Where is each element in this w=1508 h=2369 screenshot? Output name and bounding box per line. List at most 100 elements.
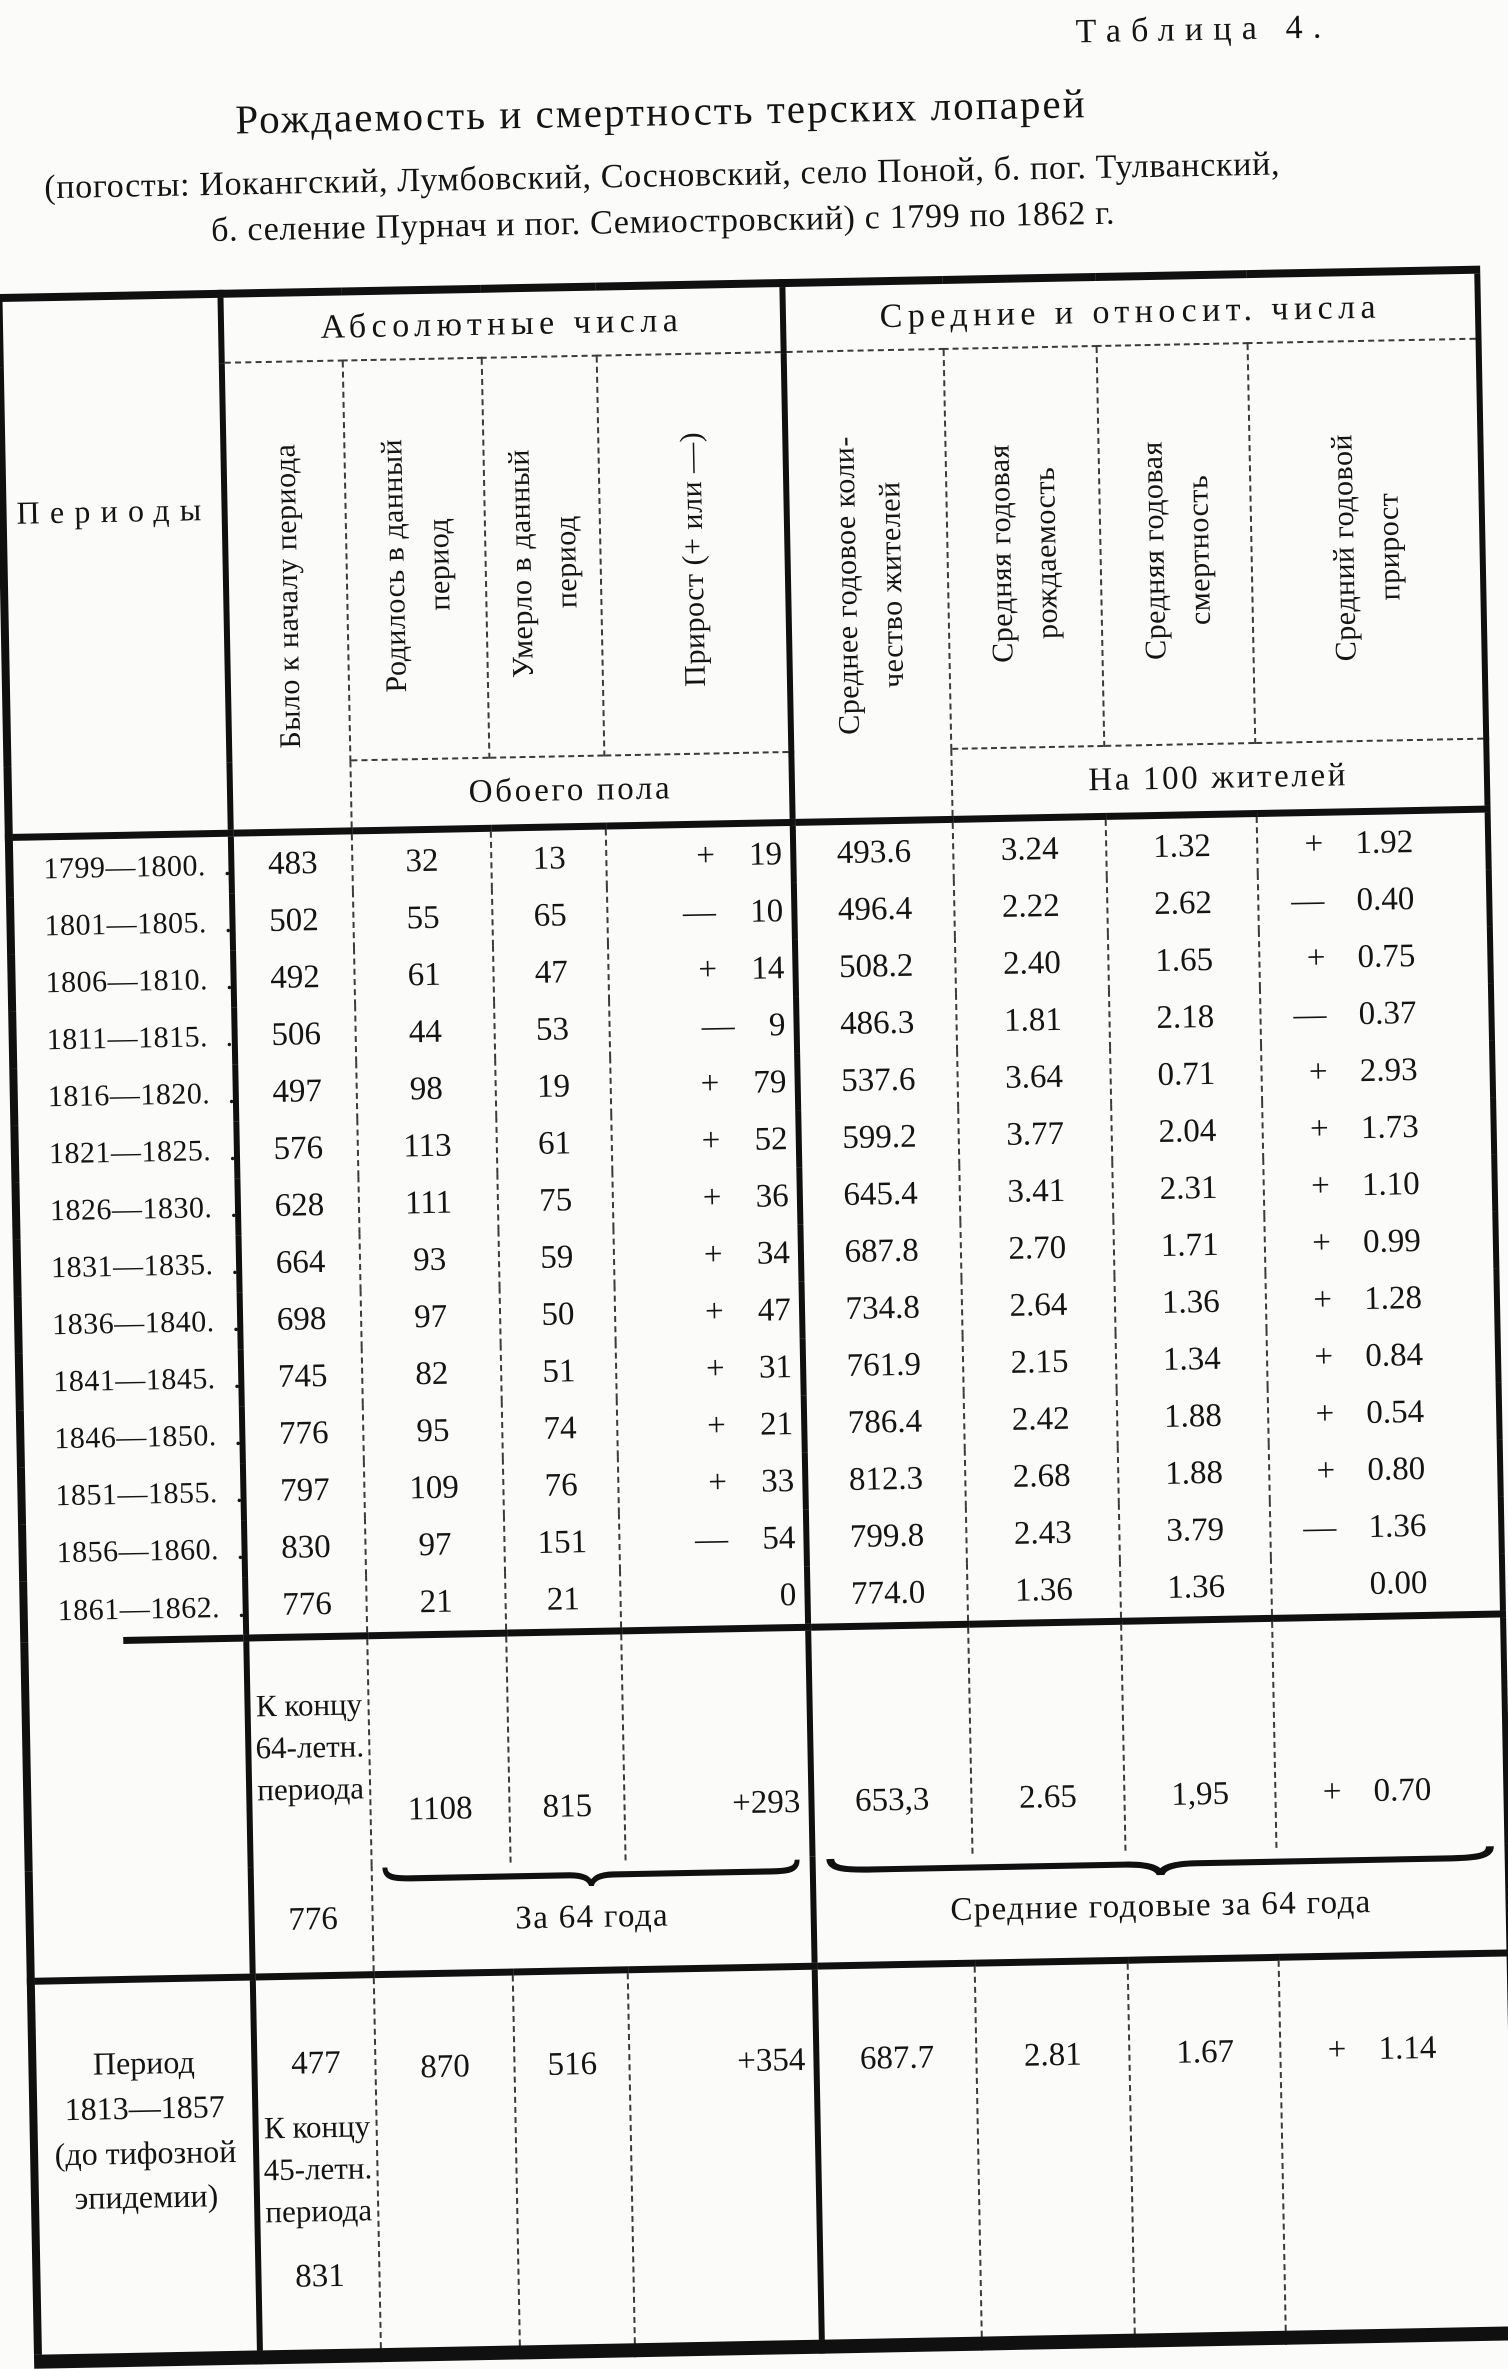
cell-value: 53 (494, 1000, 611, 1060)
dot-leader: . . (198, 906, 233, 939)
cell-empty (29, 1868, 253, 1982)
scanned-page: Таблица 4. Рождаемость и смертность терс… (0, 5, 1508, 2369)
cell-value: 786.4 (803, 1392, 965, 1453)
sub-header-per-100: На 100 жителей (950, 738, 1488, 820)
cell-value: 2.22 (953, 876, 1109, 937)
period-label: 1856—1860 (56, 1532, 212, 1569)
col-header-avg-pop: Среднее годовое коли- чество жителей (783, 348, 953, 823)
dot-leader: . . (197, 849, 232, 882)
cell-period: 1836—1840. . (18, 1293, 241, 1354)
cell-value: 2.43 (965, 1503, 1121, 1564)
cell-value: + 2.93 (1261, 1040, 1494, 1102)
cell-empty (24, 1634, 250, 1872)
cell-value: 599.2 (798, 1107, 959, 1168)
cell-value: 687.8 (800, 1221, 962, 1282)
cell-value: 483 (230, 830, 354, 894)
cell-death-rate-1813: 1.67 (1127, 1957, 1287, 2341)
cell-value: 61 (354, 945, 495, 1006)
period-flex: 1841—1845. . (23, 1361, 241, 1399)
col-header-born-label: Родилось в данный период (374, 438, 457, 693)
cell-value: 97 (360, 1287, 501, 1348)
cell-value: 830 (243, 1518, 367, 1578)
period-label: 1811—1815 (46, 1019, 201, 1056)
col-header-death-rate: Средняя годовая смертность (1096, 343, 1256, 746)
period-label: 1831—1835 (50, 1247, 206, 1284)
dot-leader: . . (210, 1533, 245, 1566)
cell-period: 1861—1862. . (23, 1578, 246, 1643)
cell-value: 3.41 (958, 1161, 1114, 1222)
cell-value: — 9 (609, 996, 797, 1058)
cell-value: 734.8 (801, 1278, 963, 1339)
caption-64-years-label: За 64 года (514, 1897, 670, 1937)
period-flex: 1826—1830. . (20, 1190, 238, 1228)
cell-value: 761.9 (802, 1335, 964, 1396)
period-label: 1846—1850 (54, 1418, 210, 1455)
cell-value: 44 (355, 1002, 496, 1063)
cell-period: 1806—1810. . (11, 951, 234, 1012)
cell-born-64: 1108 (367, 1633, 511, 1866)
cell-value: 59 (498, 1228, 616, 1288)
rule-stub (122, 1634, 244, 1644)
period-label: 1826—1830 (49, 1190, 205, 1227)
cell-value: 1.88 (1116, 1386, 1269, 1447)
cell-value: 508.2 (794, 936, 956, 997)
cell-value: — 54 (619, 1509, 807, 1571)
cell-value: + 1.28 (1265, 1268, 1498, 1330)
cell-value: 3.24 (952, 816, 1108, 880)
period-flex: 1856—1860. . (26, 1532, 244, 1570)
cell-value: 698 (239, 1290, 362, 1350)
sub-header-both-sexes: Обоего пола (350, 751, 793, 831)
period-1813-row: Период 1813—1857 (до тифозной эпидемии) … (30, 1952, 1508, 2362)
col-header-avg-pop-label: Среднее годовое коли- чество жителей (826, 436, 910, 736)
col-header-born: Родилось в данный период (342, 357, 490, 761)
cell-period: 1841—1845. . (19, 1350, 242, 1411)
cell-value: 812.3 (804, 1449, 966, 1510)
cell-value: 1.36 (1120, 1557, 1273, 1622)
underbrace-icon (826, 1845, 1494, 1876)
cell-value: 576 (236, 1119, 359, 1179)
period-flex: 1801—1805. . (14, 905, 232, 943)
cell-birth-rate-1813: 2.81 (974, 1960, 1136, 2344)
dot-leader: . . (208, 1419, 243, 1452)
cell-value: + 0.75 (1259, 926, 1491, 988)
cell-value: 95 (362, 1401, 503, 1462)
cell-value: + 33 (618, 1452, 806, 1514)
period-flex: 1846—1850. . (24, 1418, 242, 1456)
cell-value: + 0.99 (1264, 1211, 1497, 1273)
col-header-pop-start-label: Было к началу периода (268, 443, 308, 750)
periods-label: Периоды (16, 490, 212, 531)
cell-value: 75 (497, 1171, 614, 1231)
dot-leader: . . (201, 1077, 236, 1110)
summary-64-row: К концу 64-летн. периода 1108 815 +293 6… (24, 1613, 1508, 1872)
cell-value: 2.70 (959, 1218, 1115, 1279)
period-label: 1836—1840 (51, 1304, 207, 1341)
cell-period: 1826—1830. . (15, 1179, 238, 1240)
cell-value: 50 (499, 1285, 617, 1345)
cell-value: 774.0 (806, 1563, 968, 1628)
cell-value: 82 (361, 1344, 502, 1405)
cell-period: 1831—1835. . (17, 1236, 240, 1297)
cell-value: 745 (240, 1347, 363, 1407)
cell-death-rate-64: 1,95 (1121, 1618, 1277, 1851)
cell-value: 645.4 (799, 1164, 960, 1225)
cell-value: 2.04 (1111, 1101, 1264, 1162)
cell-avg-pop-1813: 687.7 (814, 1963, 982, 2347)
summary-64-caption-row: 776 За 64 года Средние годовые за 64 год… (29, 1843, 1508, 1981)
period-flex: 1831—1835. . (21, 1247, 239, 1285)
cell-growth-1813: +354 (628, 1966, 822, 2351)
table-header: Периоды Абсолютные числа Средние и относ… (0, 269, 1488, 838)
period-flex: 1851—1855. . (25, 1475, 243, 1513)
cell-died-64: 815 (506, 1630, 627, 1863)
cell-value: 0 (620, 1566, 808, 1631)
period-label: 1851—1855 (55, 1475, 211, 1512)
period-flex: 1816—1820. . (17, 1076, 235, 1114)
cell-value: 493.6 (792, 819, 954, 883)
col-header-periods: Периоды (0, 294, 231, 838)
col-header-birth-rate: Средняя годовая рождаемость (943, 346, 1105, 749)
period-flex: 1799—1800. . (13, 848, 231, 886)
cell-value: 497 (235, 1062, 358, 1122)
cell-value: — 0.37 (1260, 983, 1492, 1045)
col-header-growth-rate: Средний годовой прирост (1247, 338, 1487, 744)
cell-growth-rate-1813: + 1.14 (1278, 1952, 1508, 2338)
cell-value: 776 (244, 1575, 368, 1639)
